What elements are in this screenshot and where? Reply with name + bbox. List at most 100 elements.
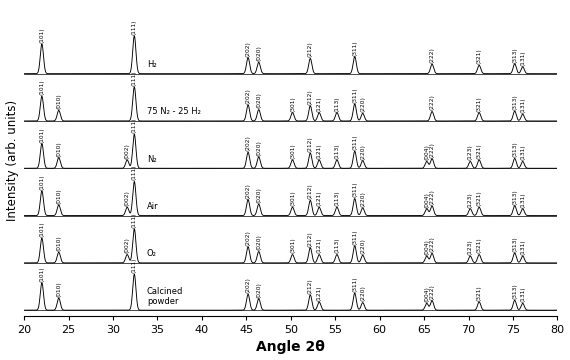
Text: (020): (020) [256,234,261,251]
Text: (202): (202) [246,230,251,246]
Text: (313): (313) [512,283,517,299]
Text: (010): (010) [56,188,61,204]
Text: (101): (101) [39,127,44,143]
Text: (321): (321) [477,49,482,64]
Text: (020): (020) [256,282,261,298]
Text: (220): (220) [360,191,365,207]
Text: (202): (202) [246,88,251,104]
Text: (004): (004) [424,286,429,302]
Text: (222): (222) [430,142,434,158]
X-axis label: Angle 2θ: Angle 2θ [256,341,325,355]
Text: (020): (020) [256,93,261,108]
Text: (111): (111) [132,19,137,35]
Text: (004): (004) [424,239,429,255]
Text: (010): (010) [56,141,61,157]
Text: (311): (311) [352,40,357,55]
Text: (123): (123) [468,145,473,160]
Text: (212): (212) [308,278,313,294]
Text: (321): (321) [477,96,482,112]
Text: (123): (123) [468,239,473,255]
Text: (220): (220) [360,96,365,112]
Text: (222): (222) [430,237,434,252]
Text: (101): (101) [39,266,44,282]
Y-axis label: Intensity (arb. units): Intensity (arb. units) [6,100,19,221]
Text: (101): (101) [39,80,44,95]
Text: (321): (321) [477,190,482,206]
Text: (004): (004) [424,192,429,208]
Text: (321): (321) [477,285,482,301]
Text: (212): (212) [308,136,313,152]
Text: (311): (311) [352,135,357,150]
Text: (202): (202) [246,41,251,57]
Text: (101): (101) [39,174,44,190]
Text: 75 N₂ - 25 H₂: 75 N₂ - 25 H₂ [146,107,201,116]
Text: (020): (020) [256,45,261,61]
Text: (301): (301) [290,96,295,112]
Text: (222): (222) [430,47,434,63]
Text: Calcined
powder: Calcined powder [146,287,183,306]
Text: (010): (010) [56,235,61,251]
Text: (311): (311) [352,276,357,292]
Text: O₂: O₂ [146,249,157,258]
Text: (313): (313) [512,47,517,63]
Text: (111): (111) [132,258,137,273]
Text: (311): (311) [352,182,357,197]
Text: (222): (222) [430,95,434,111]
Text: (121): (121) [317,190,321,206]
Text: (202): (202) [246,183,251,199]
Text: Air: Air [146,202,158,211]
Text: (131): (131) [520,192,525,208]
Text: (121): (121) [317,96,321,112]
Text: (113): (113) [335,190,340,206]
Text: (101): (101) [39,27,44,43]
Text: (220): (220) [360,285,365,301]
Text: (212): (212) [308,42,313,57]
Text: (121): (121) [317,238,321,253]
Text: (002): (002) [125,143,130,159]
Text: (101): (101) [39,221,44,237]
Text: (131): (131) [520,287,525,302]
Text: (131): (131) [520,145,525,160]
Text: (113): (113) [335,238,340,253]
Text: (111): (111) [132,70,137,86]
Text: (010): (010) [56,94,61,109]
Text: (313): (313) [512,236,517,252]
Text: (311): (311) [352,229,357,245]
Text: (111): (111) [132,165,137,180]
Text: (131): (131) [520,98,525,113]
Text: (313): (313) [512,94,517,110]
Text: (313): (313) [512,141,517,157]
Text: (121): (121) [317,285,321,301]
Text: (002): (002) [125,190,130,206]
Text: (202): (202) [246,135,251,151]
Text: (123): (123) [468,192,473,208]
Text: (202): (202) [246,277,251,293]
Text: H₂: H₂ [146,60,156,69]
Text: (313): (313) [512,189,517,204]
Text: (131): (131) [520,239,525,255]
Text: (321): (321) [477,238,482,253]
Text: (131): (131) [520,50,525,66]
Text: (111): (111) [132,118,137,133]
Text: N₂: N₂ [146,155,156,164]
Text: (301): (301) [290,143,295,159]
Text: (020): (020) [256,140,261,156]
Text: (121): (121) [317,143,321,159]
Text: (111): (111) [132,212,137,228]
Text: (002): (002) [125,238,130,253]
Text: (020): (020) [256,187,261,203]
Text: (301): (301) [290,190,295,206]
Text: (220): (220) [360,238,365,254]
Text: (311): (311) [352,87,357,103]
Text: (010): (010) [56,281,61,297]
Text: (212): (212) [308,231,313,247]
Text: (222): (222) [430,189,434,205]
Text: (113): (113) [335,143,340,159]
Text: (212): (212) [308,184,313,199]
Text: (004): (004) [424,144,429,160]
Text: (113): (113) [335,96,340,112]
Text: (212): (212) [308,89,313,105]
Text: (222): (222) [430,284,434,300]
Text: (220): (220) [360,144,365,159]
Text: (321): (321) [477,143,482,159]
